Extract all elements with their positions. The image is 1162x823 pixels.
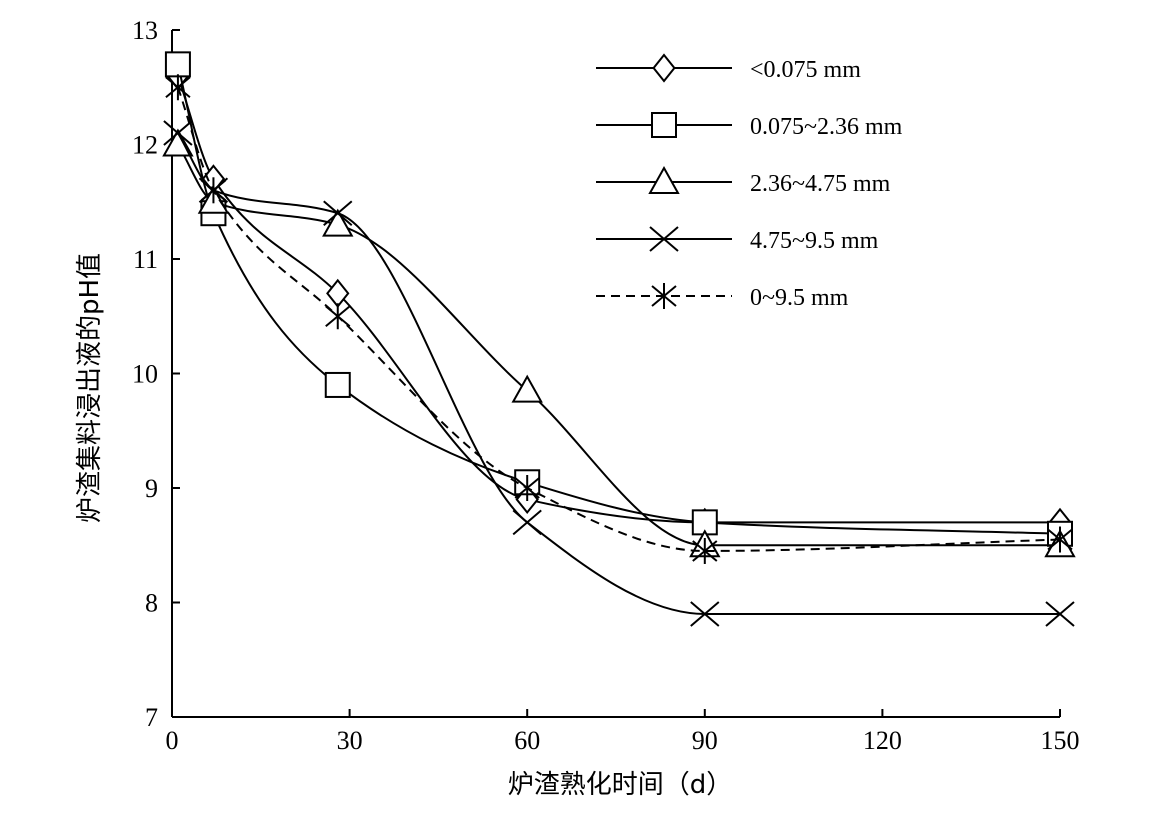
series-1 bbox=[164, 51, 1073, 547]
series-2 bbox=[162, 128, 1076, 558]
series-4 bbox=[165, 74, 1073, 564]
legend-entry: 2.36~4.75 mm bbox=[596, 165, 891, 197]
legend: <0.075 mm 0.075~2.36 mm 2.36~4.75 mm 4.75~9… bbox=[596, 53, 903, 311]
asterisk-marker bbox=[1047, 526, 1073, 553]
series-line bbox=[176, 75, 1060, 524]
square-marker bbox=[324, 371, 351, 398]
asterisk-marker bbox=[165, 74, 191, 101]
series-layer bbox=[162, 51, 1076, 627]
x-marker bbox=[512, 509, 542, 536]
legend-label: 2.36~4.75 mm bbox=[750, 171, 891, 197]
square-marker bbox=[164, 51, 191, 78]
series-0 bbox=[166, 61, 1072, 537]
y-tick-label: 9 bbox=[145, 474, 158, 503]
x-tick-label: 150 bbox=[1041, 726, 1080, 755]
legend-label: <0.075 mm bbox=[750, 57, 861, 83]
ticks: 0 30 60 90 120 150 7 8 9 10 11 12 13 bbox=[132, 16, 1080, 755]
triangle-marker bbox=[162, 128, 194, 157]
legend-entry: 0.075~2.36 mm bbox=[596, 112, 903, 140]
x-marker bbox=[1045, 601, 1075, 627]
x-axis-title: 炉渣熟化时间（d） bbox=[508, 770, 733, 800]
legend-label: 0.075~2.36 mm bbox=[750, 114, 903, 140]
diamond-marker bbox=[652, 53, 676, 83]
triangle-marker bbox=[511, 374, 543, 403]
asterisk-marker bbox=[200, 177, 227, 204]
x-tick-label: 90 bbox=[692, 726, 718, 755]
series-line bbox=[177, 132, 1060, 615]
square-marker bbox=[651, 112, 677, 138]
y-axis-title: 炉渣集料浸出液的pH值 bbox=[75, 253, 105, 523]
diamond-marker bbox=[326, 278, 350, 308]
asterisk-marker bbox=[325, 303, 351, 330]
legend-label: 4.75~9.5 mm bbox=[750, 228, 879, 254]
y-tick-label: 13 bbox=[132, 16, 158, 45]
x-tick-label: 60 bbox=[514, 726, 540, 755]
x-tick-label: 0 bbox=[166, 726, 179, 755]
asterisk-marker bbox=[651, 283, 677, 309]
asterisk-marker bbox=[692, 537, 718, 564]
x-tick-label: 30 bbox=[337, 726, 363, 755]
x-marker bbox=[163, 120, 193, 146]
y-tick-label: 10 bbox=[132, 360, 158, 389]
x-marker bbox=[690, 601, 720, 627]
legend-entry: 4.75~9.5 mm bbox=[596, 226, 879, 254]
triangle-marker bbox=[648, 165, 680, 194]
triangle-marker bbox=[322, 208, 354, 237]
legend-entry: 0~9.5 mm bbox=[596, 283, 849, 311]
y-tick-label: 12 bbox=[132, 131, 158, 160]
series-line bbox=[177, 143, 1060, 547]
asterisk-marker bbox=[514, 475, 540, 501]
legend-entry: <0.075 mm bbox=[596, 53, 861, 83]
y-tick-label: 11 bbox=[133, 245, 158, 274]
x-tick-label: 120 bbox=[863, 726, 902, 755]
legend-label: 0~9.5 mm bbox=[750, 285, 849, 311]
series-3 bbox=[163, 120, 1075, 627]
x-marker bbox=[649, 226, 679, 252]
series-line bbox=[176, 64, 1061, 535]
series-line bbox=[176, 86, 1061, 552]
x-marker bbox=[323, 200, 353, 226]
y-tick-label: 7 bbox=[145, 703, 158, 732]
y-tick-label: 8 bbox=[145, 589, 158, 618]
